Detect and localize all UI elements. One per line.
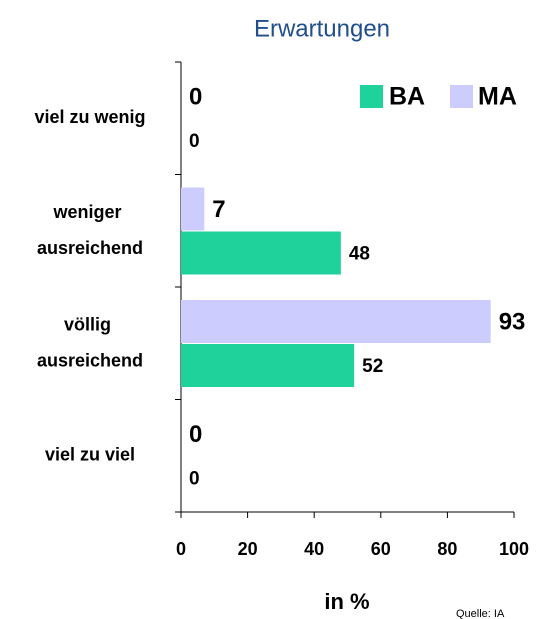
value-label: 0 <box>189 421 202 448</box>
y-tick-label: viel zu wenig <box>34 107 145 127</box>
y-tick-label: völlig ausreichend <box>37 314 143 370</box>
value-label: 48 <box>349 244 370 265</box>
y-tick-label: weniger ausreichend <box>37 202 143 258</box>
bar <box>181 187 205 231</box>
x-tick-label: 0 <box>176 539 186 559</box>
label-line: weniger <box>52 202 126 222</box>
value-label: 93 <box>499 308 526 335</box>
x-tick-label: 100 <box>499 539 529 559</box>
bar <box>181 300 491 343</box>
label-line: ausreichend <box>37 350 143 370</box>
legend-label: BA <box>389 83 425 111</box>
chart-title: Erwartungen <box>254 15 390 42</box>
x-tick-label: 60 <box>371 539 391 559</box>
y-tick-label: viel zu viel <box>45 445 135 465</box>
legend-swatch <box>450 85 473 108</box>
bar <box>181 231 341 275</box>
label-line: völlig <box>64 314 116 334</box>
value-label: 52 <box>362 356 383 377</box>
value-label: 0 <box>189 131 200 152</box>
value-label: 0 <box>189 83 202 110</box>
x-tick-label: 40 <box>304 539 324 559</box>
bar <box>181 344 355 387</box>
source-note: Quelle: IA <box>456 608 505 619</box>
value-label: 0 <box>189 469 200 490</box>
value-label: 7 <box>212 196 225 223</box>
x-axis-label: in % <box>324 589 369 614</box>
legend-swatch <box>360 85 383 108</box>
legend-label: MA <box>478 83 517 111</box>
x-tick-label: 20 <box>238 539 258 559</box>
x-tick-label: 80 <box>437 539 457 559</box>
label-line: ausreichend <box>37 238 143 258</box>
